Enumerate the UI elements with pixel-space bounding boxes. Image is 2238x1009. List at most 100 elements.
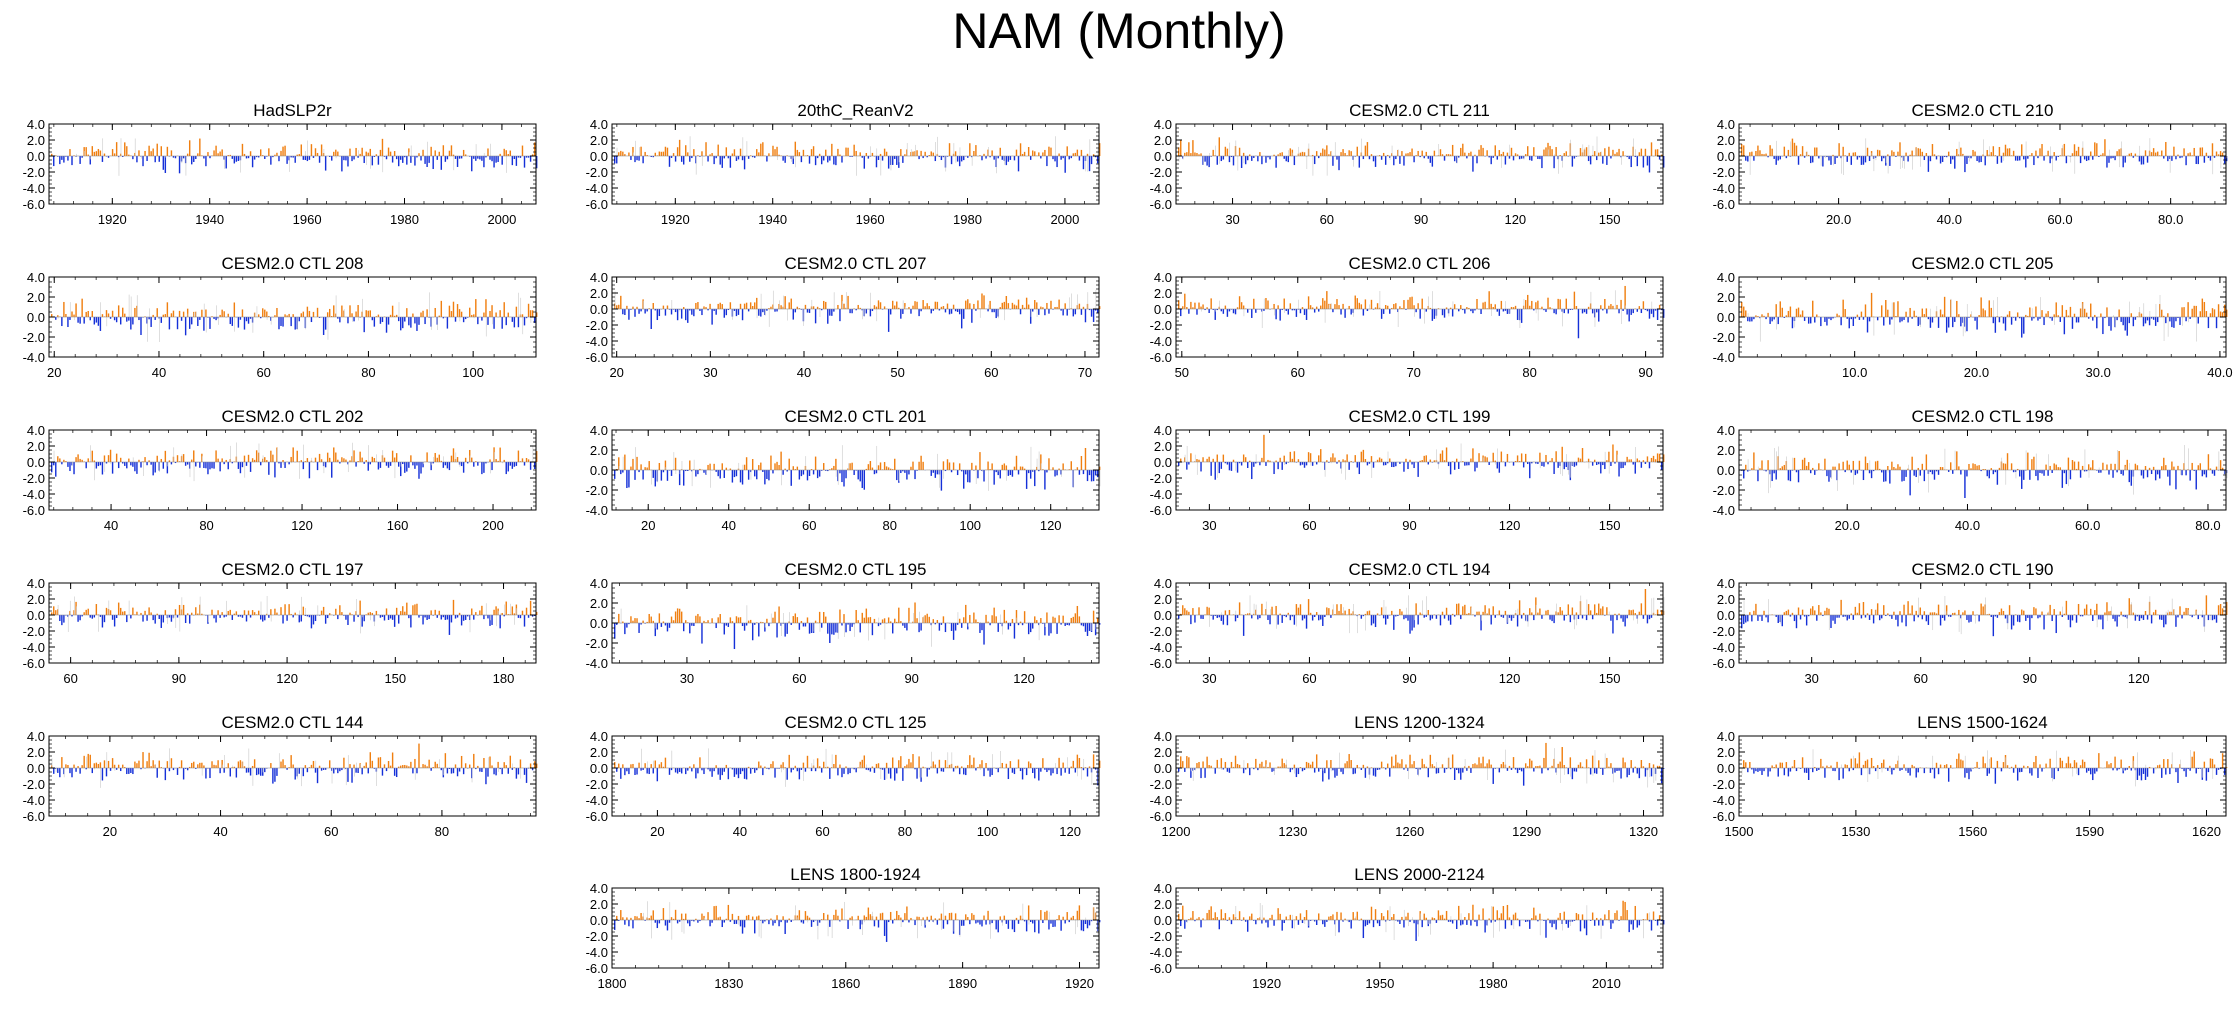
positive-bar xyxy=(1050,147,1052,156)
positive-bar xyxy=(916,150,918,156)
positive-bar xyxy=(776,461,778,470)
negative-bar xyxy=(1571,309,1574,310)
negative-bar xyxy=(790,470,792,486)
positive-bar xyxy=(762,142,764,156)
positive-bar xyxy=(1838,463,1840,470)
x-axis: 1920 1940 1960 1980 2000 xyxy=(53,124,522,227)
positive-bar xyxy=(1480,145,1482,156)
negative-bar xyxy=(1044,470,1046,490)
negative-bar xyxy=(1589,156,1592,165)
y-tick-label: 0.0 xyxy=(590,463,608,478)
x-tick-label: 40.0 xyxy=(2207,365,2232,380)
positive-bar xyxy=(1478,453,1480,462)
negative-bar xyxy=(81,156,83,158)
positive-bar xyxy=(1921,151,1924,156)
positive-bar xyxy=(1364,299,1367,309)
negative-bar xyxy=(940,470,943,491)
negative-bar xyxy=(146,615,148,621)
negative-bar xyxy=(1852,317,1855,326)
negative-bar xyxy=(1301,462,1304,465)
positive-bar xyxy=(1380,458,1383,462)
positive-bar xyxy=(373,458,376,462)
negative-bar xyxy=(616,156,618,164)
positive-bar xyxy=(2128,153,2130,156)
positive-bar xyxy=(1084,447,1087,470)
negative-bar xyxy=(237,317,240,328)
negative-bar xyxy=(412,462,414,466)
negative-bar xyxy=(1840,317,1842,326)
negative-bar xyxy=(1504,462,1507,467)
y-tick-label: 4.0 xyxy=(1154,270,1172,285)
negative-bar xyxy=(1046,156,1048,167)
negative-bar xyxy=(1844,470,1846,473)
negative-bar xyxy=(1208,156,1210,168)
positive-bar xyxy=(973,151,975,156)
negative-bar xyxy=(1094,470,1097,476)
negative-bar xyxy=(1372,462,1375,468)
positive-bar xyxy=(65,313,67,317)
negative-bar xyxy=(926,156,928,158)
negative-bar xyxy=(345,156,347,161)
positive-bar xyxy=(503,148,505,156)
positive-bar xyxy=(1098,143,1101,156)
negative-bar xyxy=(379,462,382,468)
negative-bar xyxy=(1496,156,1498,160)
positive-bar xyxy=(1978,315,1980,317)
negative-bar xyxy=(1814,317,1816,323)
positive-bar xyxy=(2092,460,2094,470)
negative-bar xyxy=(1652,309,1655,318)
positive-bar xyxy=(1277,154,1279,156)
positive-bar xyxy=(134,614,136,615)
negative-bar xyxy=(245,317,248,322)
negative-bar xyxy=(422,462,424,468)
negative-bar xyxy=(1881,470,1883,473)
positive-bar xyxy=(1549,460,1551,462)
negative-bar xyxy=(1522,462,1525,468)
positive-bar xyxy=(2087,464,2090,470)
negative-bar xyxy=(53,462,55,466)
negative-bar xyxy=(896,156,898,165)
positive-bar xyxy=(1783,464,1786,470)
positive-bar xyxy=(300,144,303,156)
positive-bar xyxy=(1656,453,1659,462)
negative-bar xyxy=(1644,462,1647,464)
negative-bar xyxy=(1281,462,1283,470)
positive-bar xyxy=(2081,465,2084,470)
negative-bar xyxy=(853,470,855,475)
positive-bar xyxy=(1860,311,1863,317)
negative-bar xyxy=(132,462,134,467)
negative-bar xyxy=(235,156,238,162)
positive-bar xyxy=(1259,152,1261,156)
negative-bar xyxy=(1662,156,1665,168)
negative-bar xyxy=(479,156,481,160)
negative-bar xyxy=(827,470,829,472)
positive-bar xyxy=(438,315,440,317)
positive-bar xyxy=(1801,310,1804,317)
negative-bar xyxy=(841,470,843,483)
negative-bar xyxy=(1543,462,1545,467)
negative-bar xyxy=(111,615,114,620)
negative-bar xyxy=(835,156,837,166)
negative-bar xyxy=(1773,470,1775,474)
positive-bar xyxy=(1324,149,1326,156)
negative-bar xyxy=(1591,309,1594,314)
x-tick-label: 2000 xyxy=(1050,212,1079,227)
positive-bar xyxy=(1311,154,1314,156)
negative-bar xyxy=(820,309,823,311)
negative-bar xyxy=(89,156,91,165)
positive-bar xyxy=(1506,152,1509,156)
positive-bar xyxy=(721,304,723,309)
negative-bar xyxy=(1216,156,1218,165)
positive-bar xyxy=(1492,307,1494,309)
positive-bar xyxy=(51,612,53,615)
negative-bar xyxy=(83,317,85,324)
negative-bar xyxy=(638,309,640,314)
negative-bar xyxy=(132,156,134,160)
positive-bar xyxy=(1559,155,1561,156)
positive-bar xyxy=(1579,148,1582,156)
negative-bar xyxy=(1318,156,1320,159)
negative-bar xyxy=(2148,317,2151,326)
positive-bar xyxy=(973,303,975,309)
positive-bar xyxy=(802,149,805,156)
positive-bar xyxy=(365,310,367,317)
